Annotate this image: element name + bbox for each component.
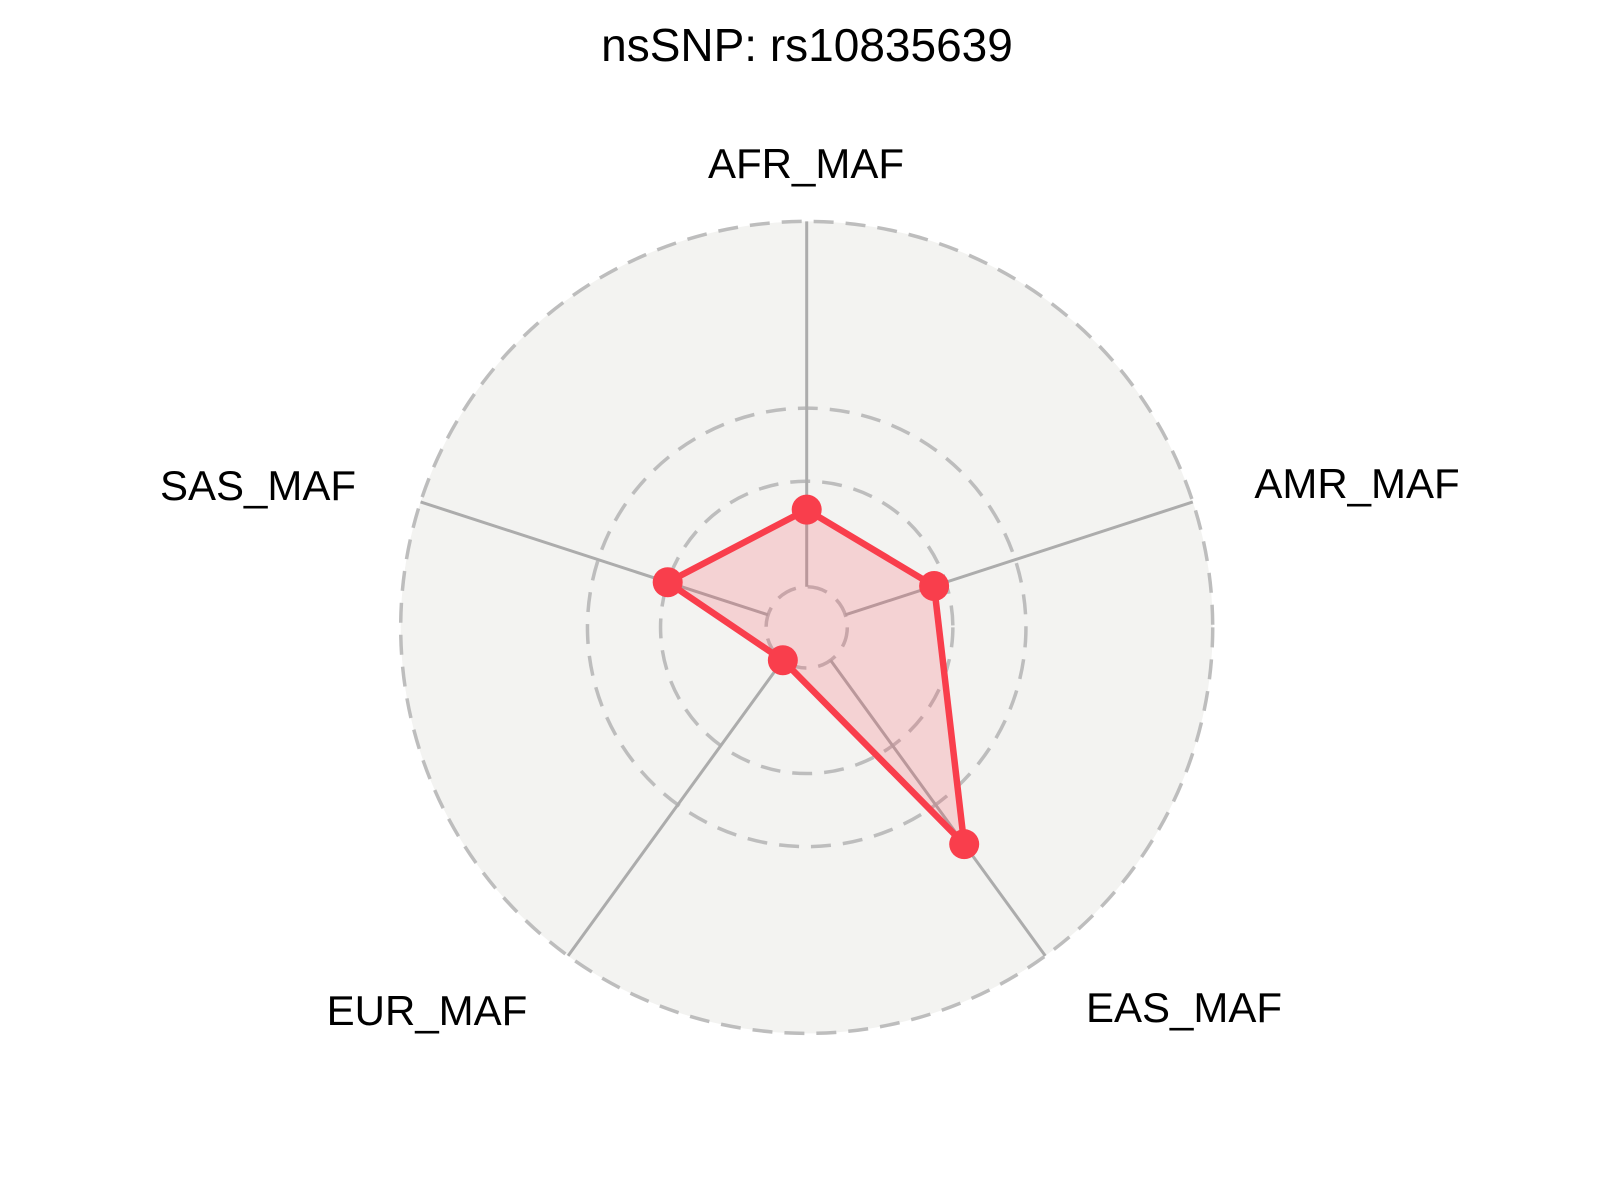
- data-point-amr-maf: [919, 570, 950, 601]
- grid-ring: [398, 219, 1215, 1036]
- axis-label-eur-maf: EUR_MAF: [326, 987, 528, 1034]
- axis-spoke: [566, 659, 785, 957]
- data-point-afr-maf: [791, 494, 822, 525]
- axis-label-sas-maf: SAS_MAF: [159, 462, 357, 509]
- data-point-eas-maf: [949, 829, 980, 860]
- data-point-sas-maf: [652, 567, 683, 598]
- axis-spoke: [829, 659, 1047, 957]
- chart-title: nsSNP: rs10835639: [601, 19, 1013, 71]
- axis-label-afr-maf: AFR_MAF: [707, 140, 905, 187]
- data-point-eur-maf: [767, 645, 798, 676]
- axis-label-amr-maf: AMR_MAF: [1254, 460, 1460, 507]
- axis-spoke: [420, 500, 769, 617]
- axis-label-eas-maf: EAS_MAF: [1085, 984, 1283, 1031]
- axis-spoke: [844, 500, 1194, 617]
- series-polygon: [664, 506, 968, 848]
- grid-disc: [400, 221, 1213, 1034]
- grid-ring: [764, 585, 850, 670]
